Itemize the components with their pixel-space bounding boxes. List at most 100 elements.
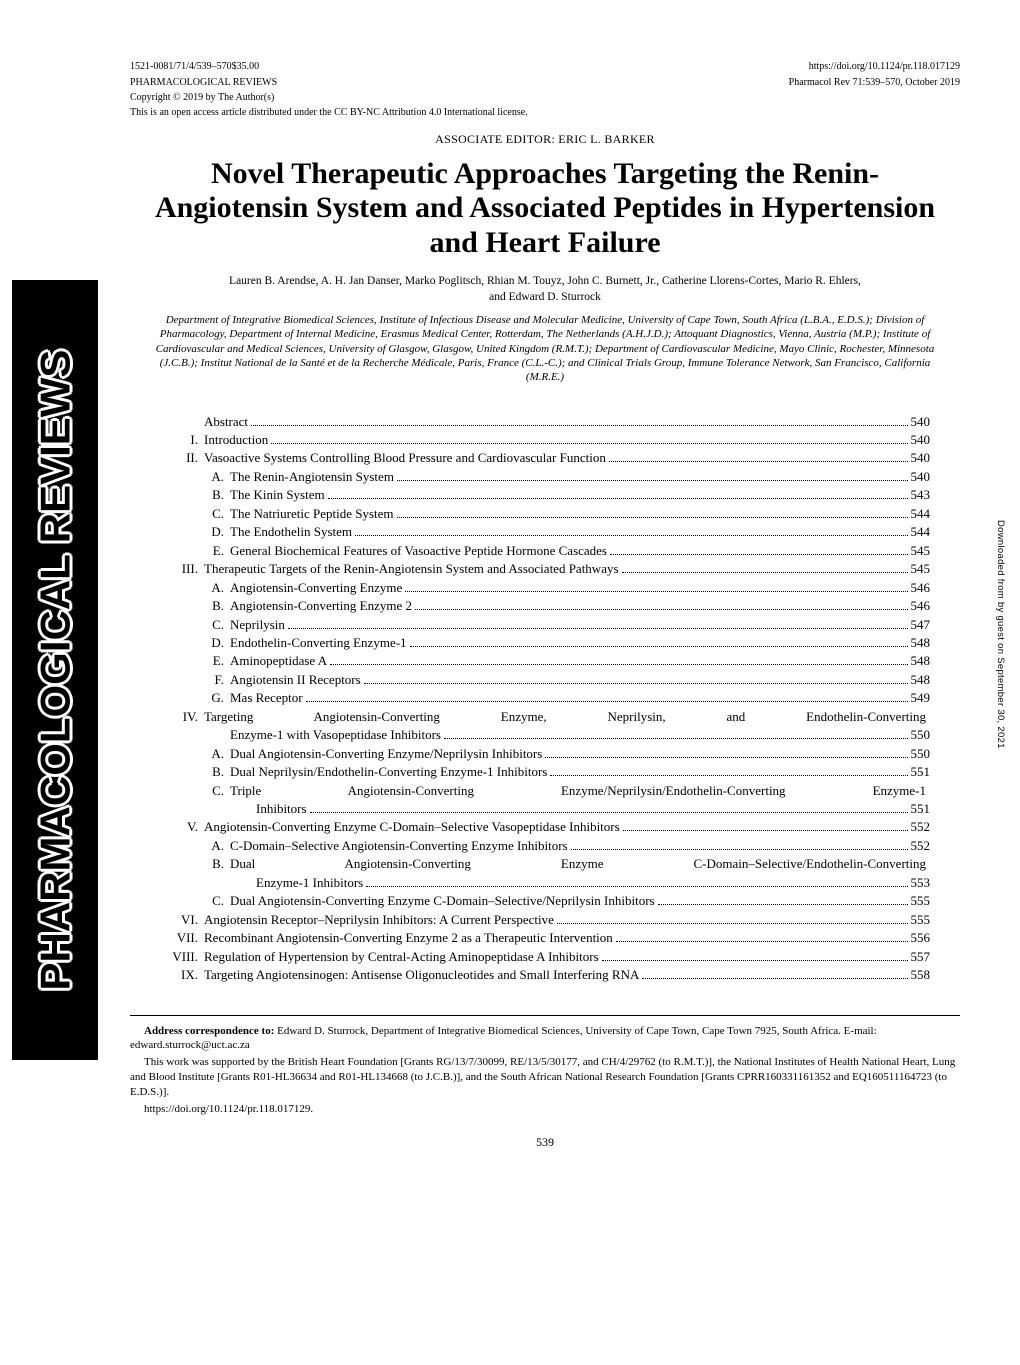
toc-leader-dots (545, 757, 907, 758)
toc-label: Endothelin-Converting Enzyme-1 (230, 634, 407, 652)
toc-label: The Kinin System (230, 486, 325, 504)
toc-leader-dots (397, 517, 908, 518)
toc-leader-dots (366, 886, 907, 887)
header-row-3: Copyright © 2019 by The Author(s) (130, 91, 960, 105)
authors-line-2: and Edward D. Sturrock (489, 291, 601, 303)
header-left-copyright: Copyright © 2019 by The Author(s) (130, 91, 274, 105)
toc-label: Targeting Angiotensinogen: Antisense Oli… (204, 966, 639, 984)
toc-label-line2: Inhibitors (256, 800, 307, 818)
toc-letter: C. (204, 616, 230, 634)
toc-leader-dots (251, 425, 907, 426)
toc-letter: E. (204, 542, 230, 560)
toc-label: Angiotensin-Converting Enzyme 2 (230, 597, 412, 615)
toc-label: The Natriuretic Peptide System (230, 505, 394, 523)
toc-leader-dots (330, 664, 907, 665)
toc-label: Therapeutic Targets of the Renin-Angiote… (204, 560, 619, 578)
toc-entry: I.Introduction540 (160, 431, 930, 449)
toc-label-line1: Targeting Angiotensin-Converting Enzyme,… (204, 708, 930, 726)
toc-entry: Abstract540 (160, 413, 930, 431)
toc-letter: C. (204, 892, 230, 910)
toc-leader-dots (310, 812, 908, 813)
toc-page: 552 (911, 818, 931, 836)
footer-separator (130, 1015, 960, 1016)
toc-subentry-line1: B.Dual Angiotensin-Converting Enzyme C-D… (160, 855, 930, 873)
toc-page: 545 (911, 560, 931, 578)
toc-roman: IV. (160, 708, 204, 726)
toc-subentry: A.The Renin-Angiotensin System540 (160, 468, 930, 486)
toc-roman: VIII. (160, 948, 204, 966)
toc-leader-dots (622, 572, 908, 573)
header-right-doi: https://doi.org/10.1124/pr.118.017129 (809, 60, 960, 74)
toc-subentry: D.Endothelin-Converting Enzyme-1 548 (160, 634, 930, 652)
toc-page: 550 (911, 726, 931, 744)
toc-subentry: C.Dual Angiotensin-Converting Enzyme C-D… (160, 892, 930, 910)
toc-page: 550 (911, 745, 931, 763)
toc-letter: G. (204, 689, 230, 707)
toc-page: 540 (911, 468, 931, 486)
toc-label: Aminopeptidase A (230, 652, 327, 670)
toc-leader-dots (571, 849, 908, 850)
toc-leader-dots (444, 738, 908, 739)
toc-page: 548 (911, 671, 931, 689)
footer-block: Address correspondence to: Edward D. Stu… (130, 1024, 960, 1117)
toc-subentry: A.Dual Angiotensin-Converting Enzyme/Nep… (160, 745, 930, 763)
toc-label: Abstract (204, 413, 248, 431)
toc-label: Angiotensin-Converting Enzyme C-Domain–S… (204, 818, 620, 836)
header-left-id: 1521-0081/71/4/539–570$35.00 (130, 60, 259, 74)
toc-roman: I. (160, 431, 204, 449)
toc-letter: A. (204, 745, 230, 763)
toc-leader-dots (271, 443, 907, 444)
correspondence-label: Address correspondence to: (144, 1025, 274, 1037)
toc-letter: A. (204, 468, 230, 486)
toc-page: 553 (911, 874, 931, 892)
toc-leader-dots (623, 830, 908, 831)
toc-label: Dual Neprilysin/Endothelin-Converting En… (230, 763, 547, 781)
page-number: 539 (130, 1135, 960, 1150)
table-of-contents: Abstract540I.Introduction540II.Vasoactiv… (160, 413, 930, 985)
toc-letter: A. (204, 579, 230, 597)
toc-page: 546 (911, 579, 931, 597)
toc-label: Introduction (204, 431, 268, 449)
toc-letter: B. (204, 597, 230, 615)
toc-roman: VI. (160, 911, 204, 929)
toc-subentry-line2: Enzyme-1 Inhibitors 553 (160, 874, 930, 892)
toc-page: 548 (911, 634, 931, 652)
associate-editor: ASSOCIATE EDITOR: ERIC L. BARKER (130, 132, 960, 147)
authors-line-1: Lauren B. Arendse, A. H. Jan Danser, Mar… (229, 275, 861, 287)
toc-label: Angiotensin-Converting Enzyme (230, 579, 402, 597)
toc-page: 555 (911, 911, 931, 929)
authors: Lauren B. Arendse, A. H. Jan Danser, Mar… (130, 274, 960, 305)
toc-entry: II.Vasoactive Systems Controlling Blood … (160, 449, 930, 467)
toc-leader-dots (364, 683, 908, 684)
toc-page: 548 (911, 652, 931, 670)
toc-entry-line1: IV.Targeting Angiotensin-Converting Enzy… (160, 708, 930, 726)
toc-roman: IX. (160, 966, 204, 984)
toc-entry: VIII.Regulation of Hypertension by Centr… (160, 948, 930, 966)
toc-leader-dots (616, 941, 908, 942)
license-line: This is an open access article distribut… (130, 107, 960, 118)
toc-label: Recombinant Angiotensin-Converting Enzym… (204, 929, 613, 947)
toc-label: Regulation of Hypertension by Central-Ac… (204, 948, 599, 966)
toc-label-line2: Enzyme-1 with Vasopeptidase Inhibitors (230, 726, 441, 744)
toc-leader-dots (410, 646, 908, 647)
toc-label: Mas Receptor (230, 689, 303, 707)
correspondence: Address correspondence to: Edward D. Stu… (130, 1024, 960, 1054)
article-title: Novel Therapeutic Approaches Targeting t… (140, 157, 950, 261)
header-row-1: 1521-0081/71/4/539–570$35.00 https://doi… (130, 60, 960, 74)
toc-page: 551 (911, 763, 931, 781)
toc-label-line1: Triple Angiotensin-Converting Enzyme/Nep… (230, 782, 930, 800)
toc-letter: D. (204, 634, 230, 652)
toc-subentry: B.Angiotensin-Converting Enzyme 2 546 (160, 597, 930, 615)
toc-label-line1: Dual Angiotensin-Converting Enzyme C-Dom… (230, 855, 930, 873)
toc-page: 546 (911, 597, 931, 615)
toc-subentry-line2: Inhibitors551 (160, 800, 930, 818)
toc-label-line2: Enzyme-1 Inhibitors (256, 874, 363, 892)
toc-letter: E. (204, 652, 230, 670)
toc-entry: IX.Targeting Angiotensinogen: Antisense … (160, 966, 930, 984)
toc-subentry: G.Mas Receptor549 (160, 689, 930, 707)
toc-leader-dots (550, 775, 907, 776)
toc-page: 547 (911, 616, 931, 634)
toc-label: C-Domain–Selective Angiotensin-Convertin… (230, 837, 568, 855)
header-row-2: PHARMACOLOGICAL REVIEWS Pharmacol Rev 71… (130, 76, 960, 90)
toc-leader-dots (557, 923, 908, 924)
